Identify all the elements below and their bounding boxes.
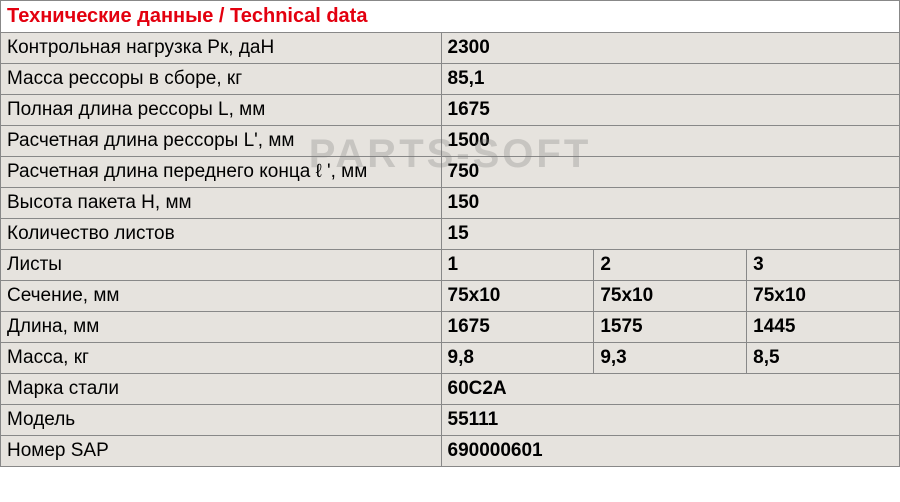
table-row: Номер SAP 690000601: [1, 436, 900, 467]
table-row: Полная длина рессоры L, мм 1675: [1, 95, 900, 126]
table-row: Марка стали 60С2А: [1, 374, 900, 405]
row-label: Контрольная нагрузка Рк, даН: [1, 33, 442, 64]
row-value: 3: [747, 250, 900, 281]
row-label: Номер SAP: [1, 436, 442, 467]
row-label: Модель: [1, 405, 442, 436]
table-title: Технические данные / Technical data: [1, 1, 900, 33]
row-value: 1500: [441, 126, 900, 157]
row-value: 2: [594, 250, 747, 281]
row-value: 150: [441, 188, 900, 219]
title-row: Технические данные / Technical data: [1, 1, 900, 33]
row-value: 1575: [594, 312, 747, 343]
table-row: Масса, кг 9,8 9,3 8,5: [1, 343, 900, 374]
row-value: 8,5: [747, 343, 900, 374]
row-label: Марка стали: [1, 374, 442, 405]
row-value: 2300: [441, 33, 900, 64]
row-value: 75x10: [441, 281, 594, 312]
table-row: Сечение, мм 75x10 75x10 75x10: [1, 281, 900, 312]
table-row: Расчетная длина рессоры L', мм 1500: [1, 126, 900, 157]
row-label: Листы: [1, 250, 442, 281]
table-row: Модель 55111: [1, 405, 900, 436]
row-value: 9,3: [594, 343, 747, 374]
table-row: Высота пакета H, мм 150: [1, 188, 900, 219]
row-label: Расчетная длина рессоры L', мм: [1, 126, 442, 157]
table-row: Контрольная нагрузка Рк, даН 2300: [1, 33, 900, 64]
table-row: Масса рессоры в сборе, кг 85,1: [1, 64, 900, 95]
row-label: Количество листов: [1, 219, 442, 250]
table-row: Количество листов 15: [1, 219, 900, 250]
row-value: 690000601: [441, 436, 900, 467]
row-value: 9,8: [441, 343, 594, 374]
row-label: Масса, кг: [1, 343, 442, 374]
table-row: Расчетная длина переднего конца ℓ ', мм …: [1, 157, 900, 188]
row-label: Полная длина рессоры L, мм: [1, 95, 442, 126]
row-value: 750: [441, 157, 900, 188]
row-label: Расчетная длина переднего конца ℓ ', мм: [1, 157, 442, 188]
table-row: Длина, мм 1675 1575 1445: [1, 312, 900, 343]
row-value: 55111: [441, 405, 900, 436]
row-value: 1: [441, 250, 594, 281]
row-value: 85,1: [441, 64, 900, 95]
row-value: 75x10: [747, 281, 900, 312]
row-label: Длина, мм: [1, 312, 442, 343]
row-value: 15: [441, 219, 900, 250]
row-label: Сечение, мм: [1, 281, 442, 312]
row-value: 60С2А: [441, 374, 900, 405]
row-label: Масса рессоры в сборе, кг: [1, 64, 442, 95]
row-label: Высота пакета H, мм: [1, 188, 442, 219]
row-value: 1675: [441, 95, 900, 126]
row-value: 1675: [441, 312, 594, 343]
table-row: Листы 1 2 3: [1, 250, 900, 281]
technical-data-table: Технические данные / Technical data Конт…: [0, 0, 900, 467]
row-value: 1445: [747, 312, 900, 343]
row-value: 75x10: [594, 281, 747, 312]
